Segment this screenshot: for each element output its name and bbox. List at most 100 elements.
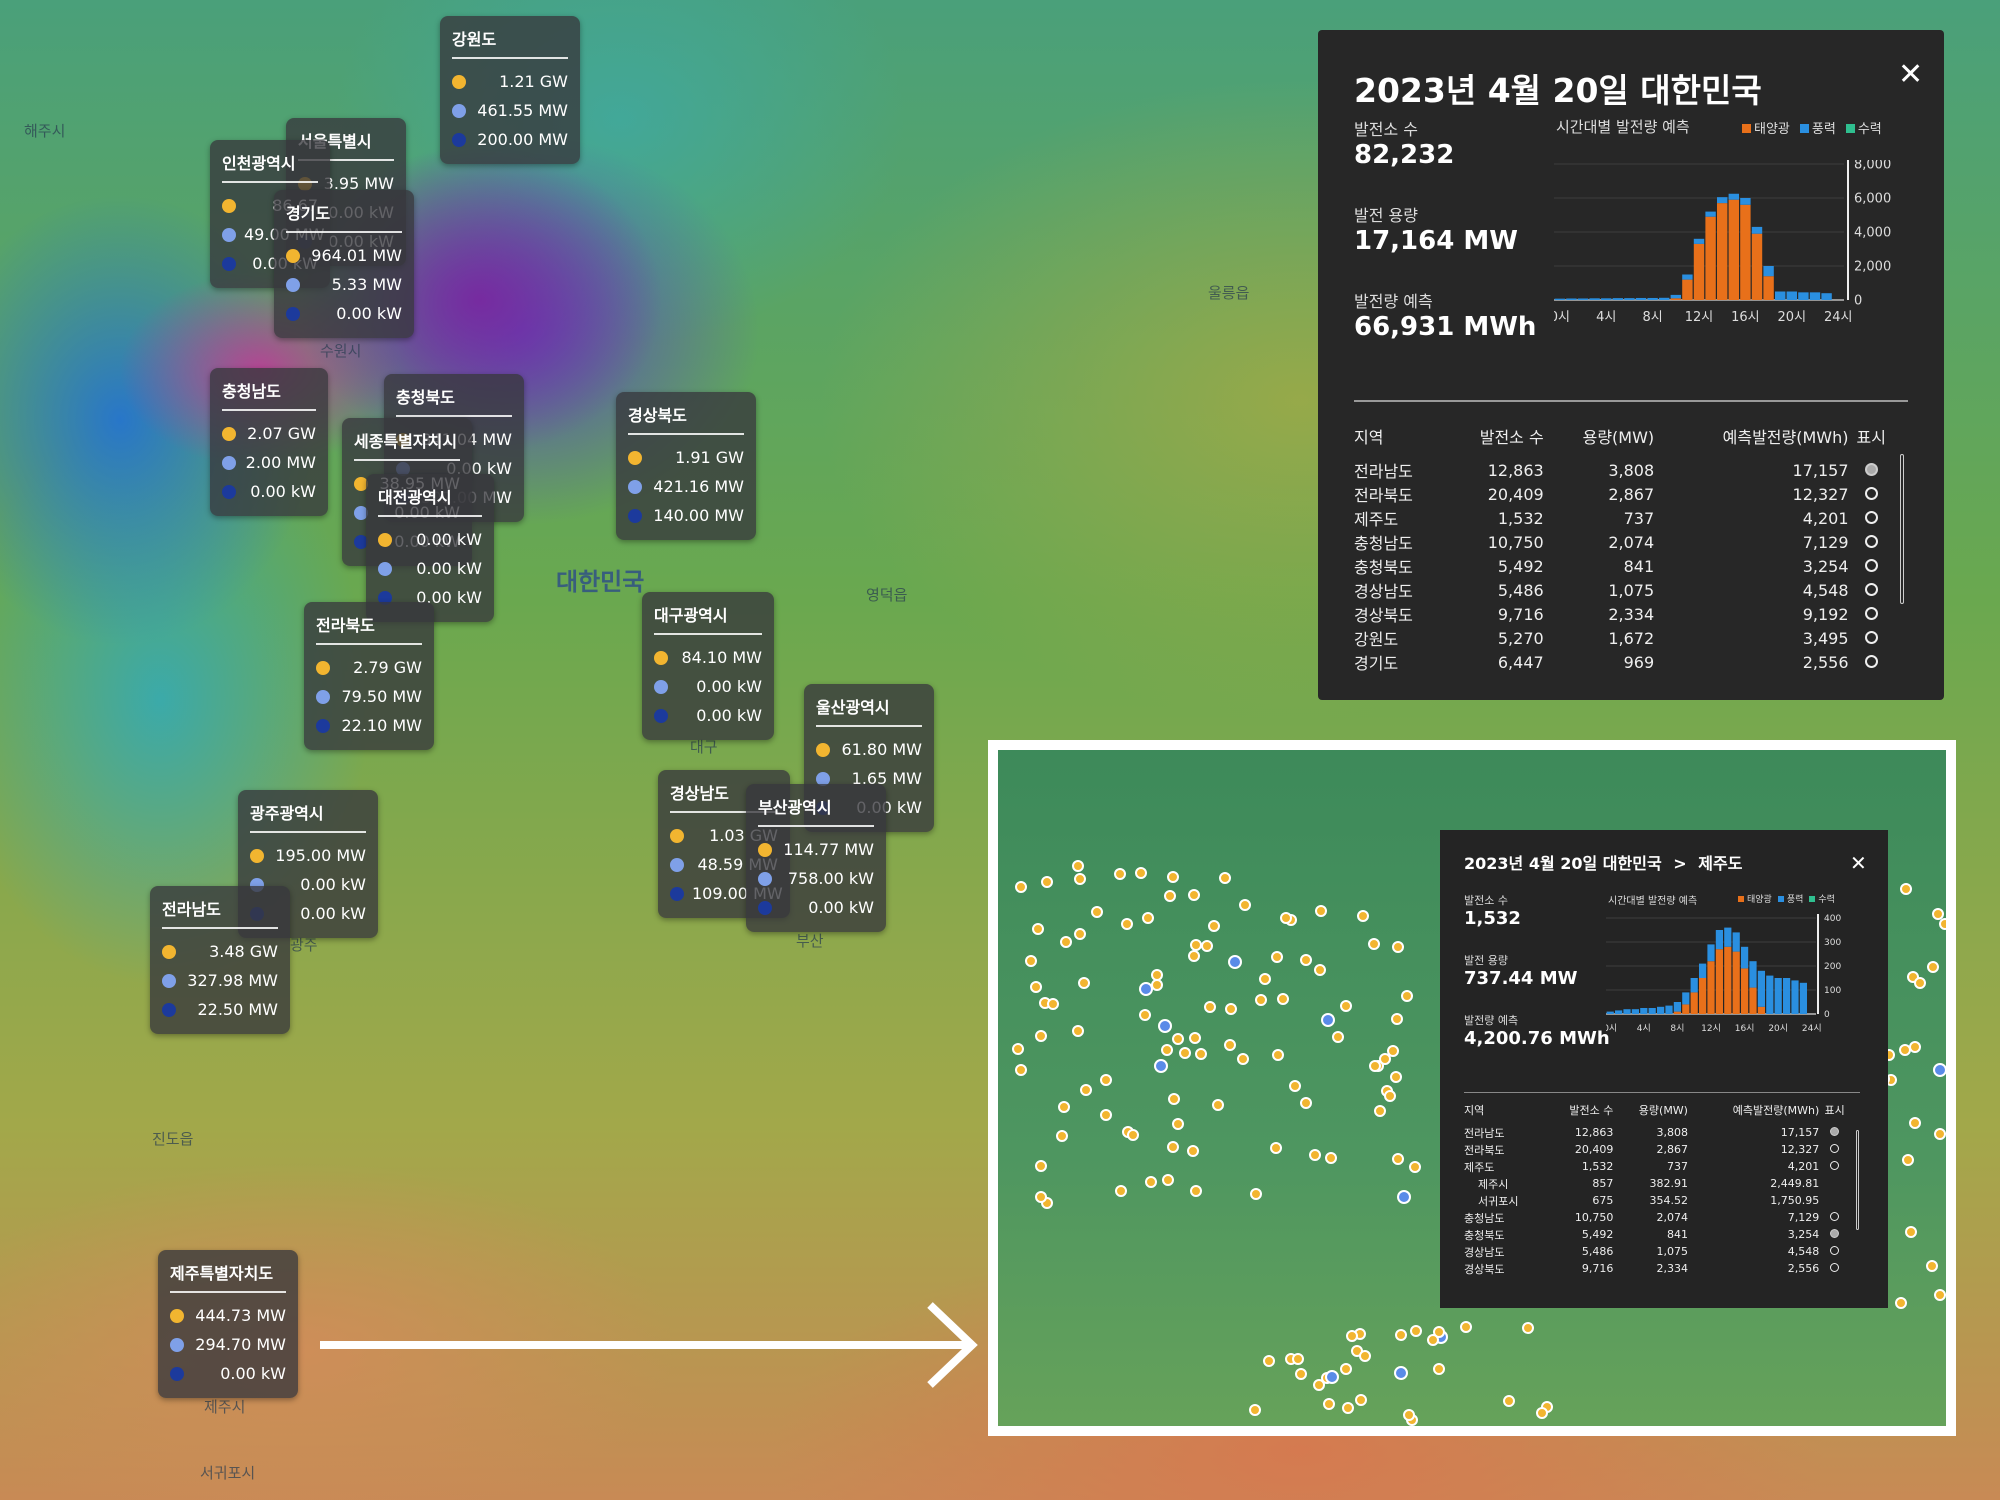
solar-plant-marker[interactable] xyxy=(1031,923,1044,936)
table-row[interactable]: 전라북도 20,409 2,867 12,327 xyxy=(1464,1141,1850,1158)
display-radio[interactable] xyxy=(1864,630,1878,644)
solar-plant-marker[interactable] xyxy=(1315,904,1328,917)
solar-plant-marker[interactable] xyxy=(1339,1363,1352,1376)
solar-plant-marker[interactable] xyxy=(1135,867,1148,880)
solar-plant-marker[interactable] xyxy=(1035,1159,1048,1172)
solar-plant-marker[interactable] xyxy=(1402,1409,1415,1422)
display-radio[interactable] xyxy=(1830,1246,1840,1255)
solar-plant-marker[interactable] xyxy=(1926,1260,1939,1273)
solar-plant-marker[interactable] xyxy=(1187,949,1200,962)
region-card[interactable]: 경상북도 1.91 GW 421.16 MW 140.00 MW xyxy=(616,392,756,540)
solar-plant-marker[interactable] xyxy=(1294,1368,1307,1381)
table-row[interactable]: 충청북도 5,492 841 3,254 xyxy=(1354,554,1894,578)
solar-plant-marker[interactable] xyxy=(1171,1033,1184,1046)
solar-plant-marker[interactable] xyxy=(1271,951,1284,964)
table-row[interactable]: 전라남도 12,863 3,808 17,157 xyxy=(1354,458,1894,482)
solar-plant-marker[interactable] xyxy=(1926,960,1939,973)
solar-plant-marker[interactable] xyxy=(1392,1152,1405,1165)
wind-plant-marker[interactable] xyxy=(1394,1365,1409,1380)
solar-plant-marker[interactable] xyxy=(1099,1073,1112,1086)
solar-plant-marker[interactable] xyxy=(1308,1149,1321,1162)
table-row[interactable]: 경기도 6,447 969 2,556 xyxy=(1354,650,1894,674)
solar-plant-marker[interactable] xyxy=(1355,1393,1368,1406)
display-radio[interactable] xyxy=(1864,606,1878,620)
solar-plant-marker[interactable] xyxy=(1432,1363,1445,1376)
table-row[interactable]: 경상남도 5,486 1,075 4,548 xyxy=(1464,1243,1850,1260)
solar-plant-marker[interactable] xyxy=(1015,1064,1028,1077)
solar-plant-marker[interactable] xyxy=(1029,980,1042,993)
solar-plant-marker[interactable] xyxy=(1933,1288,1946,1301)
solar-plant-marker[interactable] xyxy=(1300,953,1313,966)
solar-plant-marker[interactable] xyxy=(1040,876,1053,889)
display-radio[interactable] xyxy=(1864,654,1878,668)
solar-plant-marker[interactable] xyxy=(1292,1352,1305,1365)
table-row[interactable]: 제주도 1,532 737 4,201 xyxy=(1464,1158,1850,1175)
solar-plant-marker[interactable] xyxy=(1189,1184,1202,1197)
solar-plant-marker[interactable] xyxy=(1931,907,1944,920)
solar-plant-marker[interactable] xyxy=(1072,860,1085,873)
display-radio[interactable] xyxy=(1864,558,1878,572)
solar-plant-marker[interactable] xyxy=(1460,1321,1473,1334)
solar-plant-marker[interactable] xyxy=(1161,1173,1174,1186)
solar-plant-marker[interactable] xyxy=(1902,1153,1915,1166)
region-card[interactable]: 전라북도 2.79 GW 79.50 MW 22.10 MW xyxy=(304,602,434,750)
solar-plant-marker[interactable] xyxy=(1115,1185,1128,1198)
region-card[interactable]: 제주특별자치도 444.73 MW 294.70 MW 0.00 kW xyxy=(158,1250,298,1398)
display-radio[interactable] xyxy=(1864,534,1878,548)
wind-plant-marker[interactable] xyxy=(1397,1189,1412,1204)
display-radio[interactable] xyxy=(1864,462,1878,476)
display-radio[interactable] xyxy=(1830,1144,1840,1153)
solar-plant-marker[interactable] xyxy=(1368,938,1381,951)
solar-plant-marker[interactable] xyxy=(1409,1161,1422,1174)
solar-plant-marker[interactable] xyxy=(1904,1225,1917,1238)
solar-plant-marker[interactable] xyxy=(1324,1151,1337,1164)
solar-plant-marker[interactable] xyxy=(1909,1117,1922,1130)
solar-plant-marker[interactable] xyxy=(1341,1401,1354,1414)
solar-plant-marker[interactable] xyxy=(1900,883,1913,896)
solar-plant-marker[interactable] xyxy=(1144,1176,1157,1189)
region-card[interactable]: 대구광역시 84.10 MW 0.00 kW 0.00 kW xyxy=(642,592,774,740)
solar-plant-marker[interactable] xyxy=(1179,1047,1192,1060)
display-radio[interactable] xyxy=(1830,1263,1840,1272)
solar-plant-marker[interactable] xyxy=(1313,963,1326,976)
table-row[interactable]: 경상남도 5,486 1,075 4,548 xyxy=(1354,578,1894,602)
region-card[interactable]: 광주광역시 195.00 MW 0.00 kW 0.00 kW xyxy=(238,790,378,938)
solar-plant-marker[interactable] xyxy=(1909,1041,1922,1054)
solar-plant-marker[interactable] xyxy=(1219,871,1232,884)
wind-plant-marker[interactable] xyxy=(1157,1018,1172,1033)
table-scrollbar[interactable] xyxy=(1856,1130,1859,1230)
solar-plant-marker[interactable] xyxy=(1055,1129,1068,1142)
solar-plant-marker[interactable] xyxy=(1166,1140,1179,1153)
solar-plant-marker[interactable] xyxy=(1024,955,1037,968)
solar-plant-marker[interactable] xyxy=(1207,919,1220,932)
solar-plant-marker[interactable] xyxy=(1060,936,1073,949)
solar-plant-marker[interactable] xyxy=(1189,1032,1202,1045)
solar-plant-marker[interactable] xyxy=(1410,1325,1423,1338)
solar-plant-marker[interactable] xyxy=(1141,912,1154,925)
solar-plant-marker[interactable] xyxy=(1077,977,1090,990)
solar-plant-marker[interactable] xyxy=(1164,889,1177,902)
table-scrollbar[interactable] xyxy=(1900,454,1904,604)
display-radio[interactable] xyxy=(1864,486,1878,500)
solar-plant-marker[interactable] xyxy=(1391,1012,1404,1025)
solar-plant-marker[interactable] xyxy=(1127,1128,1140,1141)
solar-plant-marker[interactable] xyxy=(1359,1349,1372,1362)
solar-plant-marker[interactable] xyxy=(1933,1127,1946,1140)
solar-plant-marker[interactable] xyxy=(1357,909,1370,922)
table-row[interactable]: 제주도 1,532 737 4,201 xyxy=(1354,506,1894,530)
solar-plant-marker[interactable] xyxy=(1166,870,1179,883)
solar-plant-marker[interactable] xyxy=(1312,1378,1325,1391)
table-row[interactable]: 충청남도 10,750 2,074 7,129 xyxy=(1464,1209,1850,1226)
table-row[interactable]: 강원도 5,270 1,672 3,495 xyxy=(1354,626,1894,650)
solar-plant-marker[interactable] xyxy=(1401,989,1414,1002)
solar-plant-marker[interactable] xyxy=(1114,868,1127,881)
wind-plant-marker[interactable] xyxy=(1325,1369,1340,1384)
table-row[interactable]: 전라북도 20,409 2,867 12,327 xyxy=(1354,482,1894,506)
table-row[interactable]: 충청북도 5,492 841 3,254 xyxy=(1464,1226,1850,1243)
solar-plant-marker[interactable] xyxy=(1224,1003,1237,1016)
wind-plant-marker[interactable] xyxy=(1320,1013,1335,1028)
solar-plant-marker[interactable] xyxy=(1938,918,1946,931)
solar-plant-marker[interactable] xyxy=(1034,1190,1047,1203)
solar-plant-marker[interactable] xyxy=(1387,1045,1400,1058)
display-radio[interactable] xyxy=(1830,1127,1840,1136)
